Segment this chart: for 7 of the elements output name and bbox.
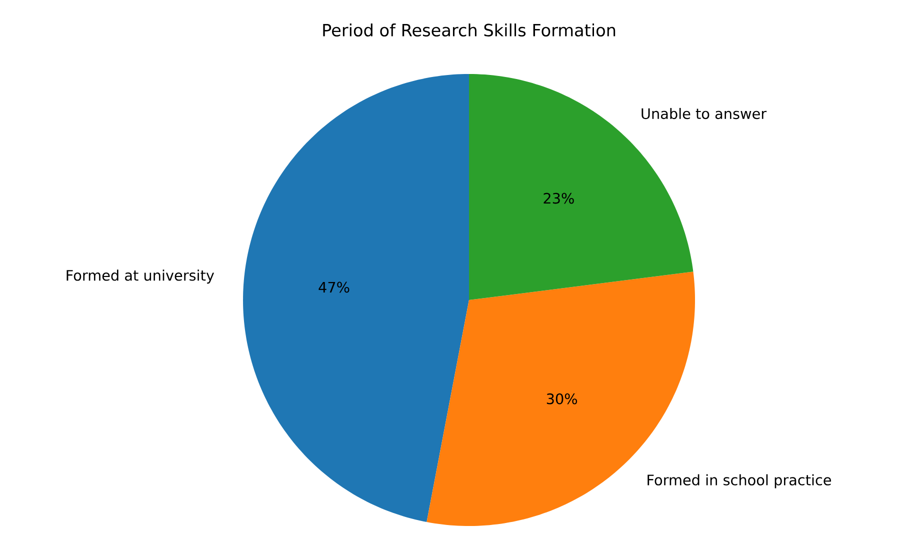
slice-label: Unable to answer — [642, 108, 767, 120]
slice-label: Formed at university — [66, 270, 214, 284]
data-label: 47% — [318, 282, 350, 293]
data-label: 30% — [546, 393, 578, 404]
data-label: 23% — [544, 192, 574, 204]
slice-label: Formed in school practice — [648, 474, 832, 488]
chart-title: Period of Research Skills Formation — [323, 23, 616, 37]
